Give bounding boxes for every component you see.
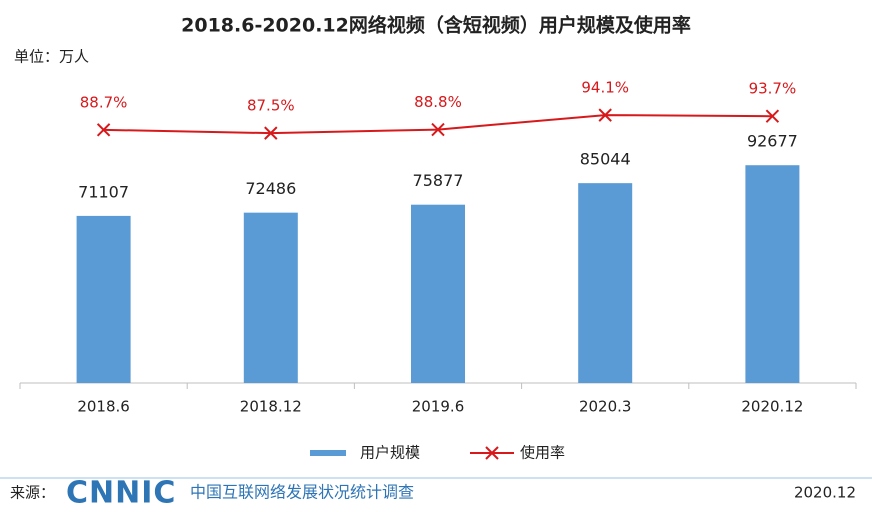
rate-marker xyxy=(598,108,612,122)
rate-marker xyxy=(431,122,445,137)
bar-value-label: 75877 xyxy=(413,171,464,190)
rate-value-label: 88.7% xyxy=(80,93,128,111)
bar xyxy=(243,212,298,383)
rate-marker xyxy=(96,123,111,137)
rate-marker xyxy=(264,126,278,140)
legend-label: 使用率 xyxy=(520,444,565,462)
source-org: 中国互联网络发展状况统计调查 xyxy=(190,483,414,502)
legend-label: 用户规模 xyxy=(360,444,420,462)
x-tick-label: 2020.3 xyxy=(579,398,632,416)
rate-marker xyxy=(765,109,780,123)
rate-value-label: 88.8% xyxy=(414,93,462,111)
x-tick-label: 2020.12 xyxy=(741,398,803,416)
bar-value-label: 92677 xyxy=(747,132,798,151)
rate-value-label: 94.1% xyxy=(581,79,629,97)
x-tick-label: 2019.6 xyxy=(412,398,465,416)
source-label: 来源： xyxy=(10,484,55,502)
bar-value-label: 71107 xyxy=(78,182,129,201)
bar xyxy=(745,165,800,383)
bar-value-label: 72486 xyxy=(245,179,296,198)
logo: CNNIC xyxy=(66,476,176,511)
x-tick-label: 2018.12 xyxy=(240,398,302,416)
rate-value-label: 93.7% xyxy=(749,80,797,98)
bar xyxy=(76,215,131,383)
bar-value-label: 85044 xyxy=(580,150,631,169)
legend-marker xyxy=(485,446,499,460)
unit-label: 单位：万人 xyxy=(14,48,89,66)
bar xyxy=(578,183,633,383)
x-tick-label: 2018.6 xyxy=(77,398,130,416)
bar xyxy=(411,204,465,383)
source-date: 2020.12 xyxy=(794,484,856,502)
rate-value-label: 87.5% xyxy=(247,97,295,115)
chart-title: 2018.6-2020.12网络视频（含短视频）用户规模及使用率 xyxy=(181,14,691,37)
